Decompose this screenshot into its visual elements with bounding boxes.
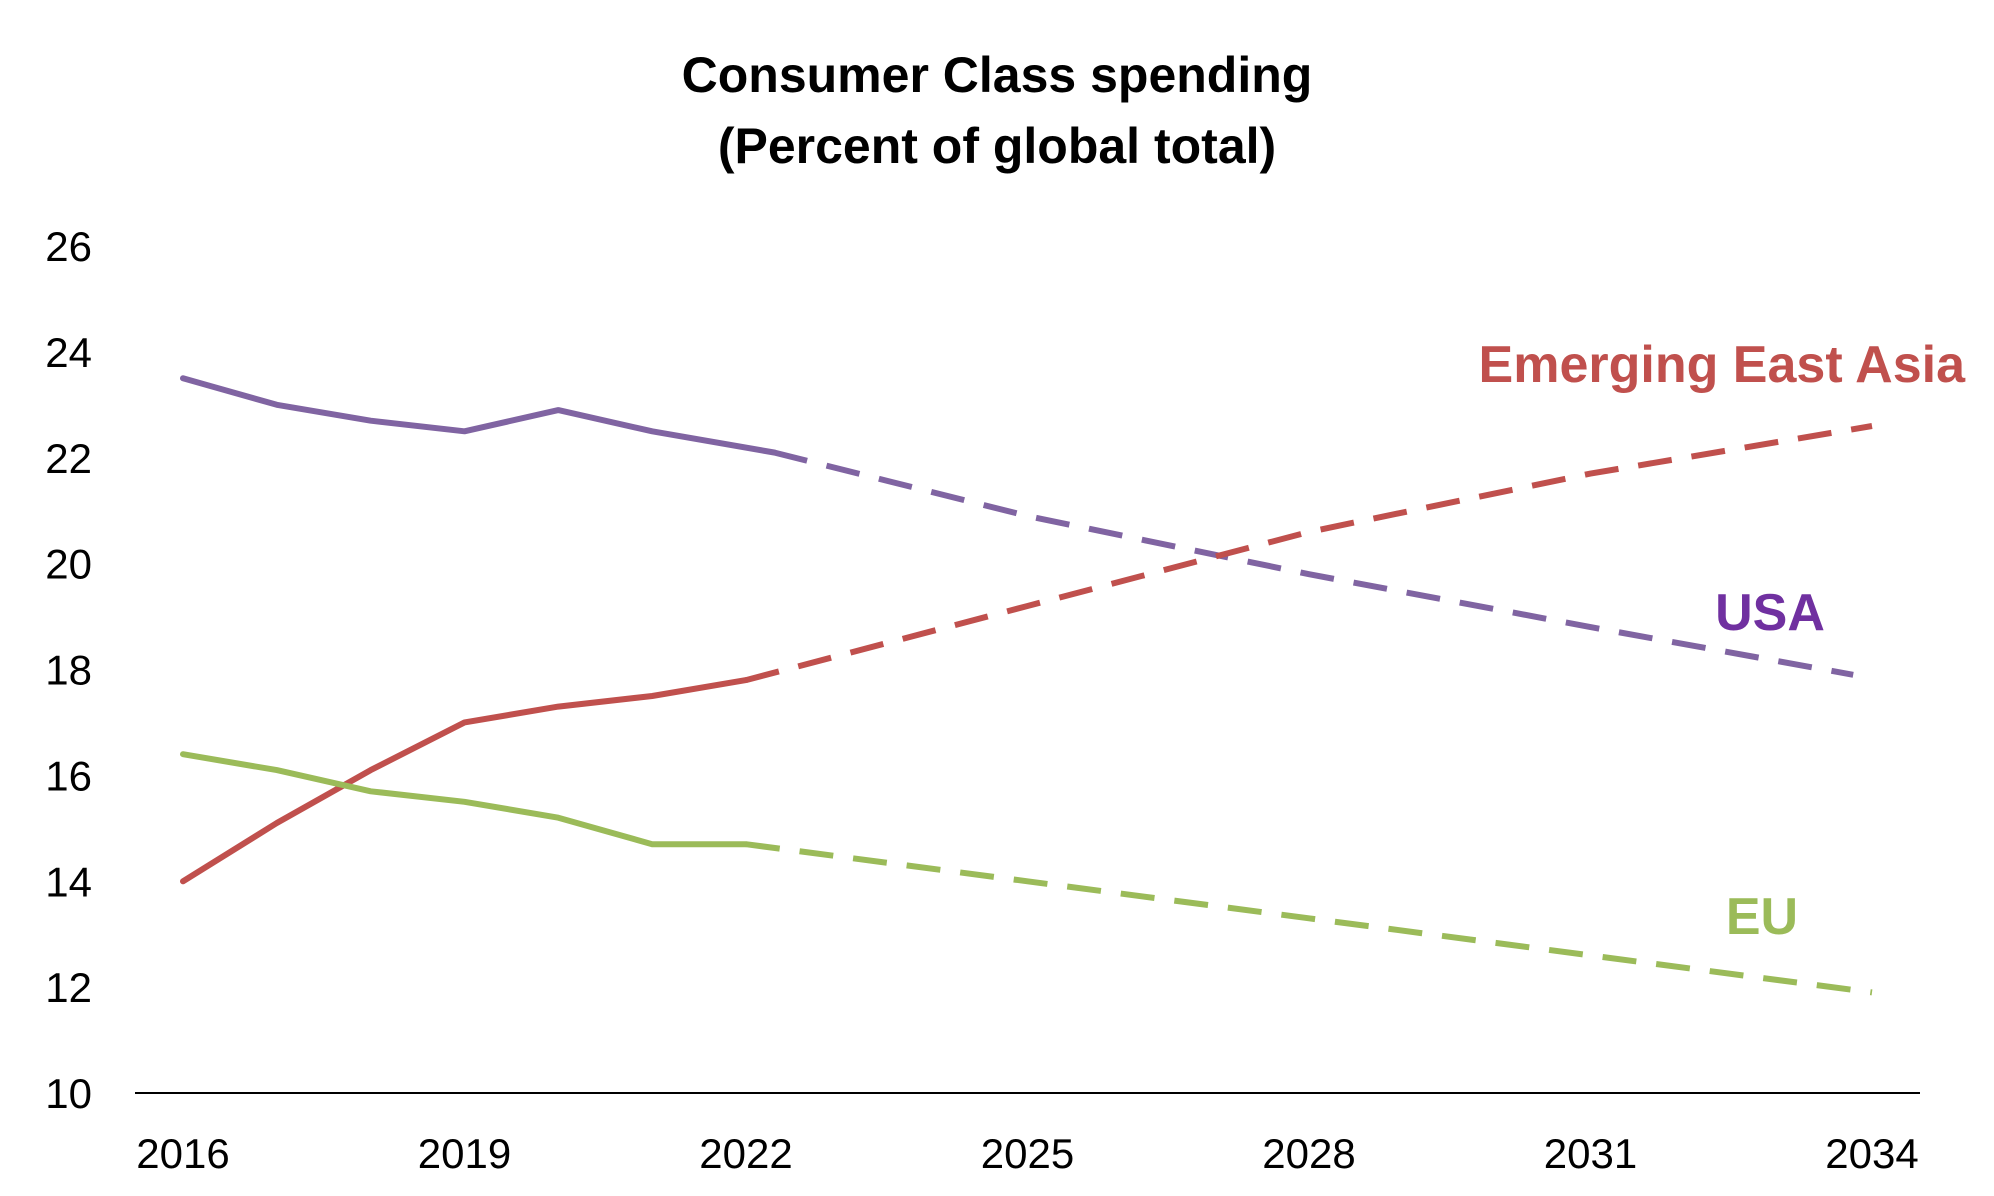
x-tick-label: 2028 [1262, 1130, 1355, 1177]
y-tick-label: 16 [45, 752, 92, 799]
eu-projected-line [745, 841, 1873, 996]
y-tick-label: 24 [45, 329, 92, 376]
usa-projected-line [773, 449, 1854, 678]
eu-actual-line [180, 751, 749, 848]
eu-label: EU [1726, 888, 1798, 946]
x-tick-label: 2022 [699, 1130, 792, 1177]
emerging-east-asia-actual-line [180, 677, 749, 885]
series-layer [180, 375, 1873, 996]
x-tick-label: 2019 [418, 1130, 511, 1177]
x-tick-label: 2031 [1544, 1130, 1637, 1177]
usa-label: USA [1715, 584, 1825, 642]
x-tick-label: 2025 [981, 1130, 1074, 1177]
y-tick-label: 22 [45, 435, 92, 482]
y-tick-label: 10 [45, 1070, 92, 1117]
series-labels: USA Emerging East Asia EU [1479, 336, 1967, 946]
y-tick-label: 26 [45, 223, 92, 270]
y-tick-label: 20 [45, 541, 92, 588]
chart-subtitle: (Percent of global total) [718, 118, 1276, 174]
y-tick-label: 12 [45, 964, 92, 1011]
emerging-east-asia-projected-line [745, 423, 1873, 684]
y-tick-label: 18 [45, 647, 92, 694]
usa-actual-line [180, 375, 778, 456]
y-tick-label: 14 [45, 858, 92, 905]
chart-title: Consumer Class spending [682, 47, 1313, 103]
x-tick-label: 2034 [1825, 1130, 1918, 1177]
y-axis-ticks: 10 12 14 16 18 20 22 24 26 [45, 223, 92, 1117]
emerging-east-asia-label: Emerging East Asia [1479, 336, 1967, 394]
x-tick-label: 2016 [136, 1130, 229, 1177]
x-axis-ticks: 2016 2019 2022 2025 2028 2031 2034 [136, 1130, 1918, 1177]
